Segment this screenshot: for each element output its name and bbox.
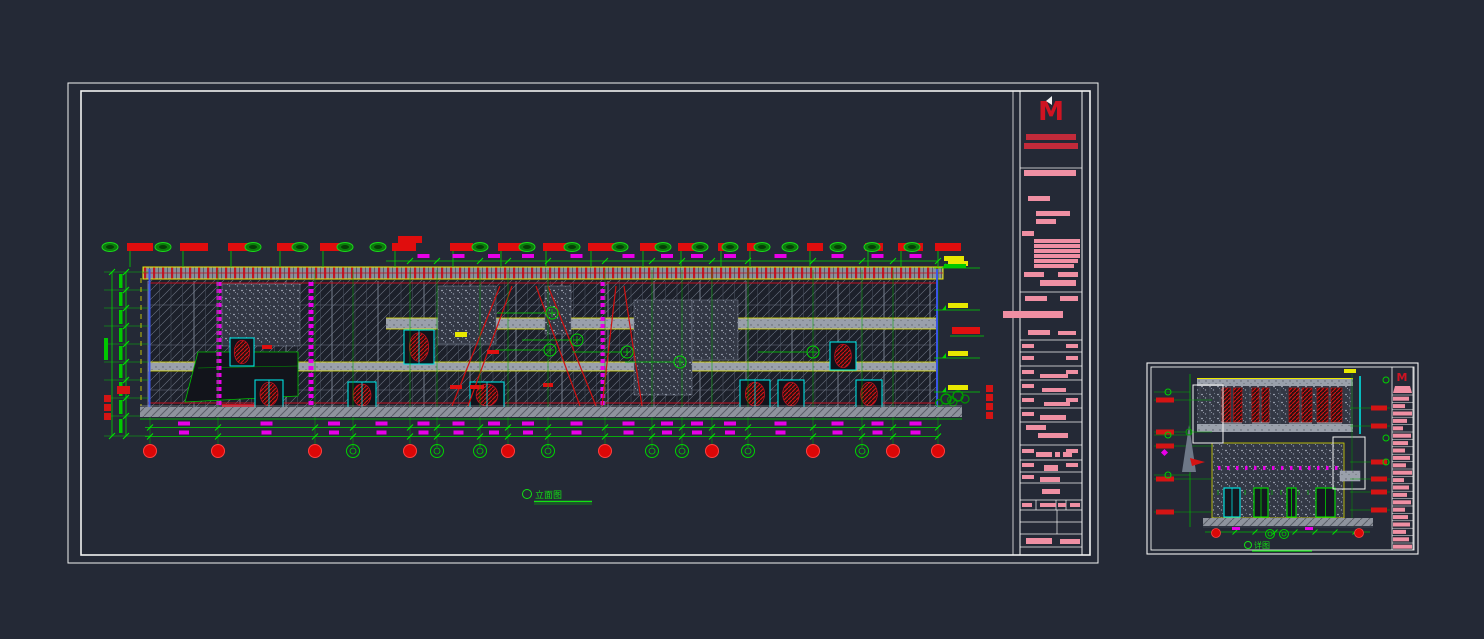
svg-text:M: M <box>1397 371 1408 384</box>
small-titleblock[interactable]: M <box>1391 367 1414 550</box>
small-bottom-dims[interactable] <box>1205 527 1370 539</box>
detail-lower-band[interactable] <box>1211 442 1345 519</box>
parapet-coping[interactable] <box>142 266 944 280</box>
ground-band[interactable] <box>140 405 962 420</box>
landscape-plants <box>934 390 970 408</box>
level-markers[interactable] <box>934 256 984 393</box>
small-sheet-border[interactable] <box>1146 362 1419 555</box>
elevation-flags <box>104 385 993 420</box>
main-sheet-border[interactable] <box>67 82 1099 564</box>
main-drawing-title[interactable]: 立面图 <box>522 489 593 505</box>
company-name-text <box>1024 134 1078 149</box>
svg-text:详图: 详图 <box>1254 540 1270 550</box>
svg-text:立面图: 立面图 <box>535 489 562 501</box>
doors-windows[interactable] <box>229 329 883 409</box>
stone-panels[interactable] <box>221 283 739 396</box>
detail-upper-band[interactable] <box>1197 378 1353 432</box>
grid-bubbles[interactable] <box>143 444 945 458</box>
corner-columns[interactable] <box>140 269 938 407</box>
dimension-chains[interactable] <box>104 254 942 440</box>
company-logo-icon: M <box>1038 96 1064 127</box>
small-right-marks[interactable] <box>1350 376 1390 513</box>
small-drawing-title[interactable]: 详图 <box>1244 540 1313 552</box>
revision-clouds[interactable] <box>101 242 921 252</box>
main-titleblock[interactable] <box>1012 91 1083 555</box>
small-ground[interactable] <box>1203 518 1373 528</box>
small-left-marks[interactable] <box>1154 388 1212 515</box>
titleblock-fields <box>1003 170 1080 544</box>
